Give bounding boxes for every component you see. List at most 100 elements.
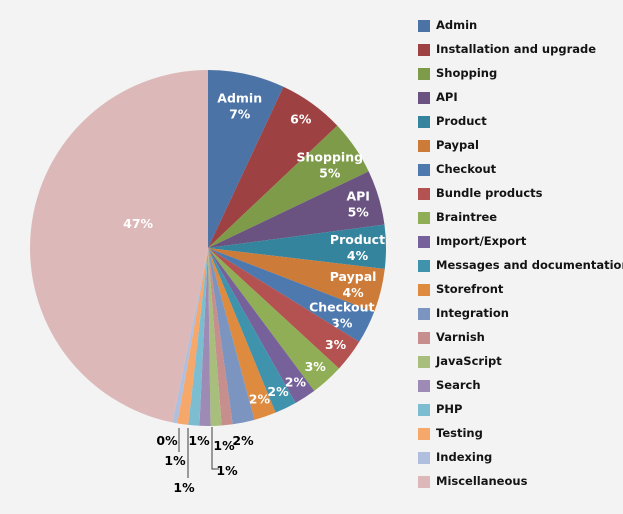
slice-label-api: API 5% [346, 188, 370, 219]
slice-label-admin: Admin 7% [217, 91, 262, 122]
pie-slice-javascript [208, 248, 222, 426]
slice-label-storefront: 2% [249, 392, 271, 407]
chart-legend: Admin Installation and upgrade Shopping API… [418, 14, 623, 494]
pie-slice-storefront [208, 248, 276, 420]
legend-label: Miscellaneous [436, 474, 528, 489]
legend-item-php: PHP [418, 398, 623, 422]
legend-swatch-paypal [418, 140, 430, 152]
slice-label-indexing: 0% [156, 433, 178, 448]
legend-label: Storefront [436, 282, 504, 297]
slice-label-shopping: Shopping 5% [297, 149, 364, 180]
legend-label: Import/Export [436, 234, 527, 249]
legend-item-indexing: Indexing [418, 446, 623, 470]
slice-label-integration: 2% [232, 433, 254, 448]
legend-swatch-search [418, 380, 430, 392]
pie-slice-indexing [172, 248, 208, 424]
slice-label-search: 1% [188, 433, 210, 448]
pie-slice-php [188, 248, 208, 426]
legend-label: Product [436, 114, 487, 129]
legend-swatch-indexing [418, 452, 430, 464]
legend-swatch-installation-and-upgrade [418, 44, 430, 56]
pie-slice-import-export [208, 248, 315, 403]
pie-slice-shopping [208, 125, 369, 248]
pie-slice-installation-and-upgrade [208, 86, 338, 248]
legend-swatch-testing [418, 428, 430, 440]
legend-swatch-integration [418, 308, 430, 320]
legend-label: Installation and upgrade [436, 42, 597, 57]
pie-slice-api [208, 171, 385, 248]
legend-item-installation-and-upgrade: Installation and upgrade [418, 38, 623, 62]
slice-label-bundle-products: 3% [325, 337, 347, 352]
slice-label-checkout: Checkout 3% [309, 300, 374, 331]
pie-slice-miscellaneous [30, 70, 208, 423]
legend-item-import-export: Import/Export [418, 230, 623, 254]
slice-label-javascript: 1% [216, 463, 238, 478]
legend-item-api: API [418, 86, 623, 110]
pie-slice-testing [177, 248, 208, 425]
legend-item-bundle-products: Bundle products [418, 182, 623, 206]
legend-swatch-admin [418, 20, 430, 32]
pie-slice-integration [208, 248, 255, 425]
legend-label: PHP [436, 402, 463, 417]
pie-slice-paypal [208, 248, 385, 313]
legend-item-braintree: Braintree [418, 206, 623, 230]
legend-swatch-javascript [418, 356, 430, 368]
legend-item-product: Product [418, 110, 623, 134]
slice-label-import-export: 2% [285, 374, 307, 389]
legend-label: Shopping [436, 66, 498, 81]
legend-swatch-php [418, 404, 430, 416]
slice-label-product: Product 4% [330, 232, 385, 263]
legend-label: Search [436, 378, 481, 393]
pie-slice-bundle-products [208, 248, 360, 369]
pie-slice-varnish [208, 248, 233, 426]
slice-label-testing: 1% [164, 453, 186, 468]
slice-label-installation-and-upgrade: 6% [290, 112, 312, 127]
legend-item-search: Search [418, 374, 623, 398]
legend-label: Bundle products [436, 186, 543, 201]
legend-label: JavaScript [436, 354, 502, 369]
legend-swatch-messages-and-documentation [418, 260, 430, 272]
legend-swatch-bundle-products [418, 188, 430, 200]
legend-swatch-api [418, 92, 430, 104]
legend-label: Paypal [436, 138, 479, 153]
leader-line-javascript [211, 427, 219, 470]
legend-item-checkout: Checkout [418, 158, 623, 182]
legend-label: Messages and documentation [436, 258, 623, 273]
legend-swatch-braintree [418, 212, 430, 224]
legend-swatch-shopping [418, 68, 430, 80]
pie-slice-checkout [208, 248, 375, 342]
legend-label: Testing [436, 426, 483, 441]
pie-slice-braintree [208, 248, 340, 391]
legend-item-storefront: Storefront [418, 278, 623, 302]
slice-label-paypal: Paypal 4% [330, 269, 377, 300]
legend-item-integration: Integration [418, 302, 623, 326]
slice-label-php: 1% [173, 480, 195, 495]
legend-swatch-import-export [418, 236, 430, 248]
legend-item-testing: Testing [418, 422, 623, 446]
legend-swatch-checkout [418, 164, 430, 176]
legend-item-javascript: JavaScript [418, 350, 623, 374]
slice-label-varnish: 1% [213, 438, 235, 453]
legend-label: Checkout [436, 162, 497, 177]
legend-item-paypal: Paypal [418, 134, 623, 158]
legend-label: Varnish [436, 330, 485, 345]
legend-swatch-varnish [418, 332, 430, 344]
pie-slice-messages-and-documentation [208, 248, 296, 413]
legend-label: Admin [436, 18, 478, 33]
legend-item-varnish: Varnish [418, 326, 623, 350]
pie-slice-search [199, 248, 211, 426]
legend-item-messages-and-documentation: Messages and documentation [418, 254, 623, 278]
legend-swatch-storefront [418, 284, 430, 296]
legend-item-shopping: Shopping [418, 62, 623, 86]
slice-label-messages-and-documentation: 2% [267, 384, 289, 399]
legend-label: Integration [436, 306, 509, 321]
legend-swatch-miscellaneous [418, 476, 430, 488]
legend-label: Braintree [436, 210, 498, 225]
legend-swatch-product [418, 116, 430, 128]
legend-item-admin: Admin [418, 14, 623, 38]
slice-label-miscellaneous: 47% [123, 216, 153, 231]
legend-item-miscellaneous: Miscellaneous [418, 470, 623, 494]
pie-slice-admin [208, 70, 284, 248]
